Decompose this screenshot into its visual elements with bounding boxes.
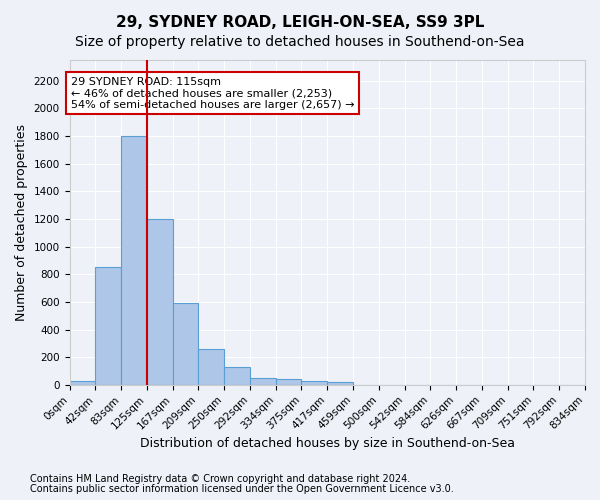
Bar xyxy=(70,382,95,385)
Text: Contains HM Land Registry data © Crown copyright and database right 2024.: Contains HM Land Registry data © Crown c… xyxy=(30,474,410,484)
Text: Size of property relative to detached houses in Southend-on-Sea: Size of property relative to detached ho… xyxy=(75,35,525,49)
Bar xyxy=(224,367,250,385)
Bar xyxy=(250,378,276,385)
Bar xyxy=(276,378,301,385)
Bar xyxy=(327,382,353,385)
Bar xyxy=(199,349,224,385)
Text: 29 SYDNEY ROAD: 115sqm
← 46% of detached houses are smaller (2,253)
54% of semi-: 29 SYDNEY ROAD: 115sqm ← 46% of detached… xyxy=(71,76,355,110)
Bar xyxy=(147,219,173,385)
Bar xyxy=(301,380,327,385)
Bar xyxy=(121,136,147,385)
Text: 29, SYDNEY ROAD, LEIGH-ON-SEA, SS9 3PL: 29, SYDNEY ROAD, LEIGH-ON-SEA, SS9 3PL xyxy=(116,15,484,30)
Text: Contains public sector information licensed under the Open Government Licence v3: Contains public sector information licen… xyxy=(30,484,454,494)
Bar xyxy=(173,304,199,385)
X-axis label: Distribution of detached houses by size in Southend-on-Sea: Distribution of detached houses by size … xyxy=(140,437,515,450)
Y-axis label: Number of detached properties: Number of detached properties xyxy=(15,124,28,321)
Bar xyxy=(95,268,121,385)
